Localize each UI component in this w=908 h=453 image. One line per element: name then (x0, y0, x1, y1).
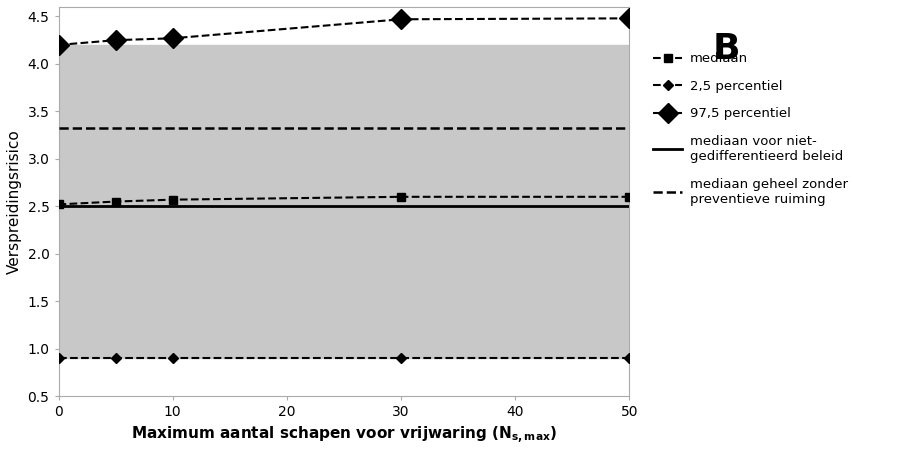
X-axis label: Maximum aantal schapen voor vrijwaring (N$_{\mathbf{s,max}}$): Maximum aantal schapen voor vrijwaring (… (131, 425, 557, 446)
Legend: mediaan, 2,5 percentiel, 97,5 percentiel, mediaan voor niet-
gedifferentieerd be: mediaan, 2,5 percentiel, 97,5 percentiel… (653, 53, 848, 206)
Y-axis label: Verspreidingsrisico: Verspreidingsrisico (7, 129, 22, 274)
Text: B: B (713, 32, 740, 66)
